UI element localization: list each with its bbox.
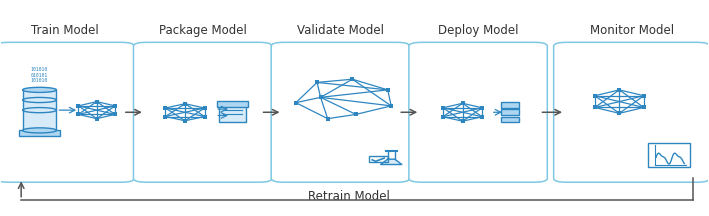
Text: Validate Model: Validate Model: [297, 24, 384, 37]
FancyBboxPatch shape: [0, 42, 134, 182]
Text: Package Model: Package Model: [159, 24, 247, 37]
Text: Train Model: Train Model: [31, 24, 99, 37]
Bar: [219, 102, 246, 122]
FancyBboxPatch shape: [271, 42, 410, 182]
FancyBboxPatch shape: [554, 42, 709, 182]
Bar: [647, 143, 690, 167]
Bar: [501, 109, 519, 115]
Bar: [19, 130, 60, 135]
Bar: [369, 156, 389, 162]
Text: Retrain Model: Retrain Model: [308, 190, 390, 203]
FancyBboxPatch shape: [133, 42, 272, 182]
Polygon shape: [381, 159, 402, 165]
Bar: [501, 102, 519, 108]
Bar: [217, 101, 248, 107]
Text: 101010
010101
101010: 101010 010101 101010: [31, 67, 48, 83]
Text: Deploy Model: Deploy Model: [438, 24, 518, 37]
Ellipse shape: [23, 128, 57, 133]
Bar: [23, 90, 57, 130]
Bar: [501, 116, 519, 122]
Ellipse shape: [23, 87, 57, 92]
Text: Monitor Model: Monitor Model: [590, 24, 674, 37]
FancyBboxPatch shape: [409, 42, 547, 182]
